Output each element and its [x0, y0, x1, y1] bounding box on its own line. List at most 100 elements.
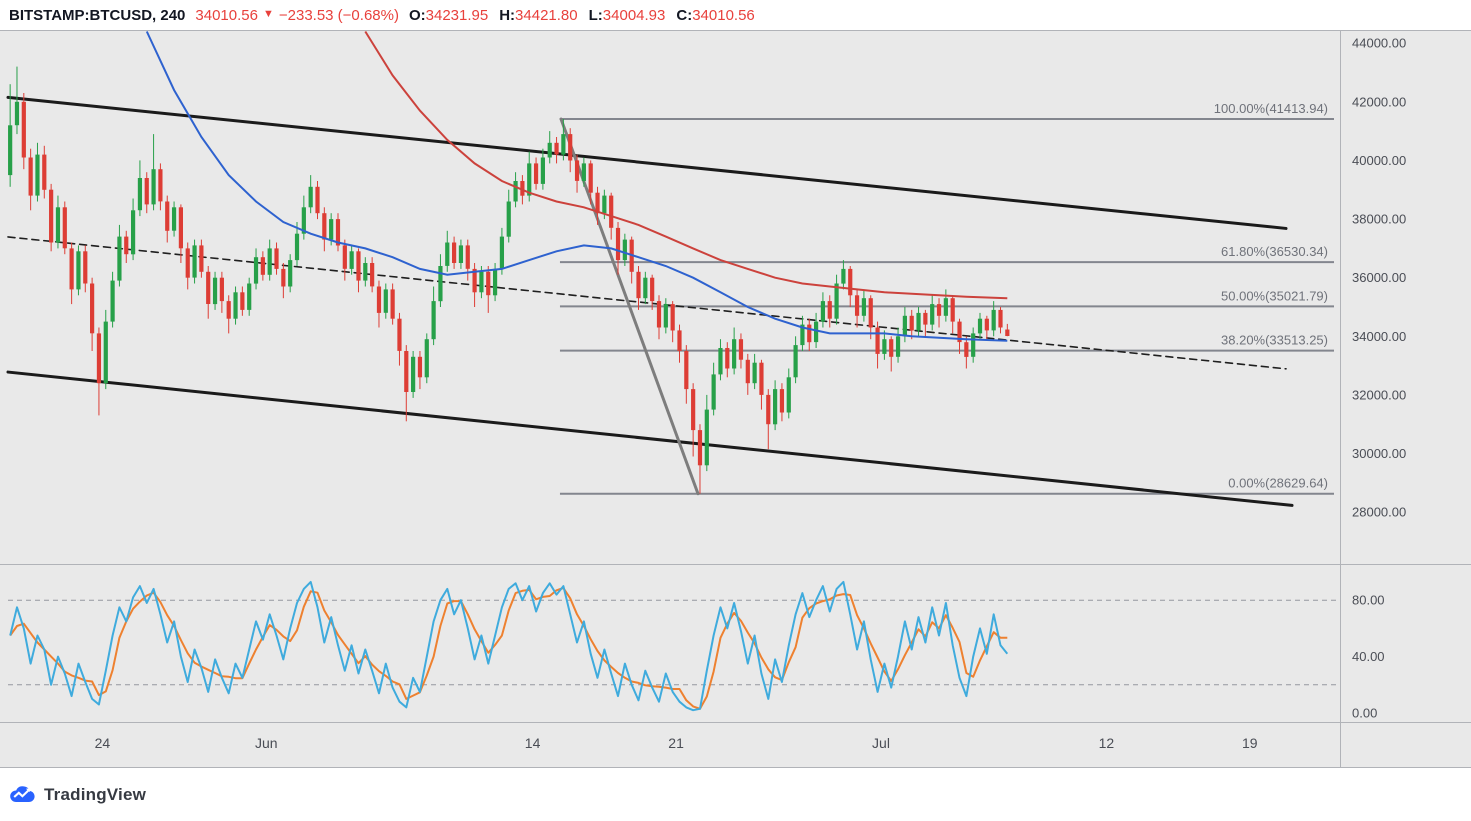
candle [322, 207, 327, 252]
candle [178, 204, 183, 263]
candle [854, 289, 860, 328]
candle [998, 307, 1003, 334]
price-change-group: 34010.56 ▼ −233.53 (−0.68%) [195, 7, 399, 24]
candle [581, 157, 586, 187]
high-value: 34421.80 [515, 6, 578, 24]
candle [779, 383, 785, 422]
candle [253, 248, 259, 290]
chart-legend: BITSTAMP:BTCUSD, 240 34010.56 ▼ −233.53 … [0, 0, 1471, 30]
time-axis[interactable] [0, 722, 1340, 768]
fib-level-label: 38.20%(33513.25) [1221, 333, 1328, 348]
brand-name: TradingView [44, 784, 147, 804]
price-tick-label: 36000.00 [1352, 270, 1406, 285]
chart-area[interactable]: 100.00%(41413.94) 61.80%(36530.34) 50.00%(… [0, 30, 1471, 768]
candle [568, 128, 573, 173]
candle [308, 175, 313, 214]
candle [766, 389, 771, 450]
candle [697, 424, 703, 494]
time-axis-label: 24 [95, 735, 111, 751]
candle [841, 260, 846, 290]
stoch-pane[interactable] [0, 564, 1340, 722]
candle [212, 271, 218, 310]
candle [342, 239, 347, 281]
candle [69, 242, 74, 305]
candle [554, 137, 559, 164]
stoch-tick-label: 80.00 [1352, 593, 1385, 608]
candle [827, 295, 832, 328]
candle [486, 266, 491, 313]
trendline-dashed-mid[interactable] [7, 236, 1287, 370]
candle [14, 66, 20, 135]
candle [684, 345, 689, 404]
candle [923, 309, 928, 337]
main-pane[interactable] [0, 30, 1340, 564]
candle [288, 254, 293, 293]
price-change: −233.53 (−0.68%) [278, 6, 399, 24]
price-axis[interactable] [1340, 30, 1471, 768]
candle [158, 163, 163, 211]
candle [656, 295, 662, 340]
candle [786, 368, 791, 419]
time-axis-label: 14 [525, 735, 541, 751]
candle [936, 298, 942, 328]
candle [677, 324, 682, 363]
candle [977, 312, 983, 340]
candle [950, 295, 955, 334]
candle [315, 181, 320, 220]
candle [875, 321, 880, 369]
candle [506, 189, 511, 243]
candle [499, 227, 505, 275]
candle [547, 131, 552, 164]
candle [868, 295, 873, 340]
candle [800, 315, 805, 351]
candle [643, 271, 648, 305]
time-axis-label: 19 [1242, 735, 1258, 751]
candle [185, 242, 190, 290]
candle [848, 266, 853, 307]
stoch-tick-label: 0.00 [1352, 706, 1377, 721]
candle [909, 309, 914, 340]
fib-level-label: 61.80%(36530.34) [1221, 244, 1328, 259]
price-tick-label: 30000.00 [1352, 446, 1406, 461]
candle [889, 336, 894, 372]
fib-level-label: 100.00%(41413.94) [1214, 101, 1328, 116]
open-readout: O:34231.95 [409, 7, 488, 24]
footer: TradingView [0, 768, 1471, 821]
ma-slow-line[interactable] [364, 30, 1008, 300]
candle [916, 307, 921, 337]
symbol-title[interactable]: BITSTAMP:BTCUSD, 240 [9, 6, 186, 24]
candle [226, 295, 231, 334]
candle [171, 201, 177, 237]
trendline-channel-bottom[interactable] [6, 370, 1294, 507]
candle [247, 277, 252, 316]
fib-level-label: 50.00%(35021.79) [1221, 288, 1328, 303]
candle [8, 84, 13, 187]
candle [49, 183, 54, 252]
candle [76, 245, 81, 296]
candle [636, 266, 641, 310]
candle [820, 292, 826, 328]
candle [260, 251, 265, 281]
candle [294, 222, 300, 266]
candle [349, 245, 354, 275]
candle [752, 353, 757, 390]
candle [711, 362, 716, 416]
candle [445, 230, 450, 272]
stoch-k-line[interactable] [9, 580, 1009, 712]
ma-fast-line[interactable] [145, 31, 1008, 342]
trendline-channel-top[interactable] [6, 95, 1288, 230]
candle [540, 148, 545, 190]
candle [971, 327, 976, 363]
candle [595, 186, 600, 225]
time-axis-label: 21 [668, 735, 684, 751]
candle [219, 271, 224, 313]
tradingview-logo-icon[interactable] [9, 785, 36, 804]
candle [465, 239, 470, 281]
open-value: 34231.95 [425, 6, 489, 24]
candle [1005, 323, 1010, 337]
candle [144, 172, 149, 214]
candle [21, 93, 26, 170]
price-down-arrow-icon: ▼ [262, 8, 274, 20]
candle [397, 312, 402, 366]
candle [663, 298, 668, 334]
